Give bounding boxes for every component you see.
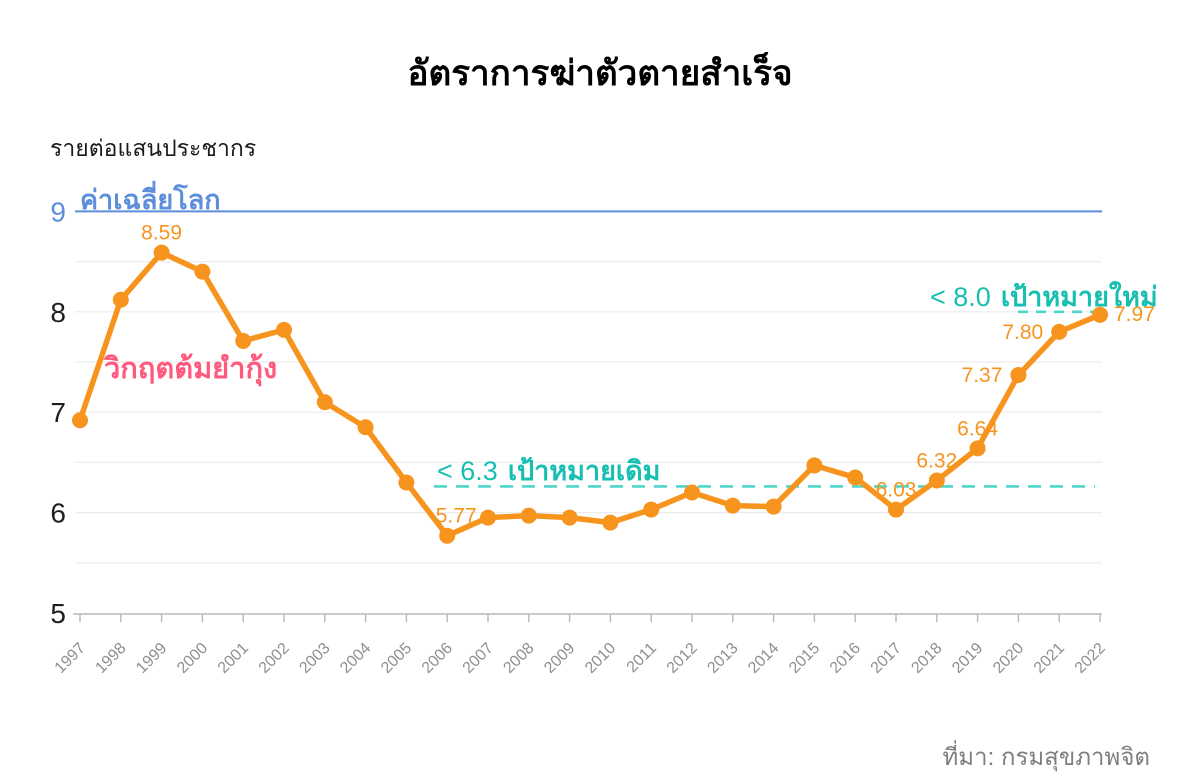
y-tick-label: 5 bbox=[50, 598, 66, 629]
old-target-annotation: < 6.3 เป้าหมายเดิม bbox=[437, 449, 660, 492]
x-tick-label: 2001 bbox=[215, 640, 252, 677]
x-tick-label: 2017 bbox=[868, 640, 905, 677]
x-tick-label: 1999 bbox=[133, 640, 170, 677]
old-target-threshold: < 6.3 bbox=[437, 456, 498, 486]
data-point-label: 6.32 bbox=[916, 449, 957, 472]
y-tick-label: 6 bbox=[50, 498, 66, 529]
y-tick-labels: 5 6 7 8 9 bbox=[50, 196, 66, 629]
x-tick-label: 2015 bbox=[786, 640, 823, 677]
data-point bbox=[439, 527, 456, 544]
data-point bbox=[1092, 306, 1108, 323]
x-tick-label: 1997 bbox=[52, 640, 89, 677]
source-note: ที่มา: กรมสุขภาพจิต bbox=[942, 744, 1150, 771]
data-point bbox=[480, 509, 496, 526]
x-tick-label: 2018 bbox=[908, 640, 945, 677]
x-tick-label: 2006 bbox=[419, 640, 456, 677]
x-tick-label: 1998 bbox=[92, 640, 129, 677]
x-tick-label: 2009 bbox=[541, 640, 578, 677]
x-tick-label: 2013 bbox=[704, 640, 741, 677]
x-tick-label: 2008 bbox=[500, 640, 537, 677]
data-point bbox=[235, 332, 252, 349]
x-tick-label: 2003 bbox=[296, 640, 333, 677]
new-target-threshold: < 8.0 bbox=[930, 282, 991, 312]
data-point-label: 8.59 bbox=[141, 222, 182, 245]
data-point-label: 6.03 bbox=[876, 479, 917, 502]
x-tick-label: 2019 bbox=[949, 640, 986, 677]
x-tick-label: 2002 bbox=[256, 640, 293, 677]
x-tick-label: 2022 bbox=[1072, 640, 1109, 677]
data-point bbox=[602, 514, 619, 531]
data-point-label: 7.97 bbox=[1114, 303, 1155, 326]
x-tick-label: 2016 bbox=[827, 640, 864, 677]
data-point bbox=[724, 497, 741, 514]
y-tick-label: 7 bbox=[50, 397, 66, 428]
x-tick-label: 2014 bbox=[745, 640, 782, 677]
old-target-label: เป้าหมายเดิม bbox=[507, 456, 661, 486]
x-tick-label: 2021 bbox=[1031, 640, 1068, 677]
crisis-annotation: วิกฤตต้มยำกุ้ง bbox=[104, 353, 278, 385]
data-point bbox=[847, 469, 864, 486]
data-point bbox=[561, 509, 578, 526]
new-target-annotation: < 8.0 เป้าหมายใหม่ bbox=[930, 275, 1158, 318]
new-target-label: เป้าหมายใหม่ bbox=[1000, 282, 1158, 312]
y-tick-label: 9 bbox=[50, 196, 66, 227]
x-tick-label: 2010 bbox=[582, 640, 619, 677]
data-point bbox=[316, 394, 333, 411]
data-point bbox=[357, 419, 374, 436]
data-point bbox=[276, 321, 292, 338]
data-point bbox=[928, 472, 945, 489]
x-tick-label: 2005 bbox=[378, 640, 415, 677]
x-tick-label: 2000 bbox=[174, 640, 211, 677]
data-point-labels: 8.59 5.77 6.03 6.326.64 7.37 7.80 7.97 bbox=[141, 222, 1155, 528]
data-point-label: 7.37 bbox=[962, 364, 1003, 387]
data-point bbox=[684, 484, 700, 501]
x-tick-label: 2004 bbox=[337, 640, 374, 677]
data-point bbox=[1010, 367, 1027, 384]
data-point bbox=[194, 263, 211, 280]
reference-lines bbox=[75, 210, 1102, 488]
data-point bbox=[969, 440, 986, 457]
data-point bbox=[806, 457, 823, 474]
x-tick-label: 2011 bbox=[624, 640, 660, 676]
data-point-label: 6.64 bbox=[957, 417, 998, 440]
gridlines bbox=[75, 261, 1102, 564]
data-point bbox=[888, 501, 904, 518]
data-point bbox=[112, 291, 129, 308]
world-average-label: ค่าเฉลี่ยโลก bbox=[80, 185, 221, 215]
x-tick-label: 2020 bbox=[990, 640, 1027, 677]
x-tick-labels: 1997 1998 1999 2000 2001 2002 2003 2004 2005 2006… bbox=[52, 640, 1109, 677]
chart-title: อัตราการฆ่าตัวตายสำเร็จ bbox=[407, 54, 793, 93]
y-tick-label: 8 bbox=[50, 297, 66, 328]
data-point bbox=[643, 501, 660, 518]
data-point-label: 5.77 bbox=[436, 505, 477, 528]
data-point bbox=[520, 507, 537, 524]
x-tick-label: 2007 bbox=[460, 640, 497, 677]
data-point bbox=[398, 474, 415, 491]
x-axis bbox=[73, 613, 1102, 622]
data-point bbox=[765, 498, 782, 515]
data-point bbox=[72, 412, 88, 429]
series bbox=[72, 244, 1108, 544]
y-axis-unit-label: รายต่อแสนประชากร bbox=[50, 135, 257, 161]
x-tick-label: 2012 bbox=[664, 640, 701, 677]
data-point bbox=[153, 244, 170, 261]
data-point bbox=[1051, 323, 1068, 340]
data-point-label: 7.80 bbox=[1002, 321, 1043, 344]
